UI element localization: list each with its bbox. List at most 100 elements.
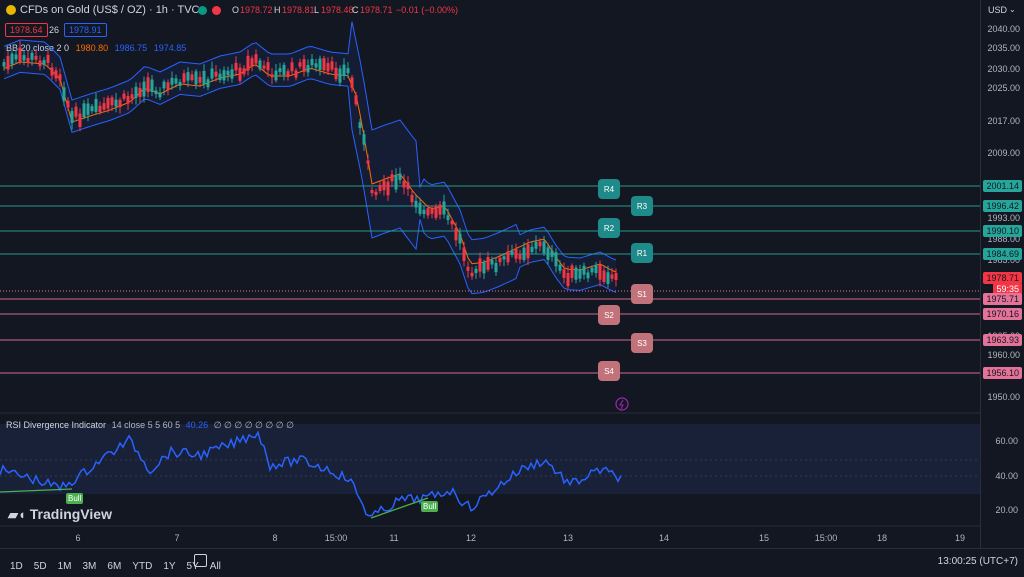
range-button-5y[interactable]: 5Y xyxy=(186,561,199,572)
rsi-zeros: ∅ ∅ ∅ ∅ ∅ ∅ ∅ ∅ xyxy=(213,420,294,430)
time-tick: 7 xyxy=(174,533,180,543)
candle-body xyxy=(510,250,514,255)
candle-body xyxy=(150,79,154,92)
candle-body xyxy=(322,58,326,71)
time-tick: 15:00 xyxy=(814,533,838,543)
price-tick: 2040.00 xyxy=(987,24,1020,34)
candle-body xyxy=(586,272,590,279)
candle-body xyxy=(158,92,162,98)
time-tick: 15:00 xyxy=(324,533,348,543)
tv-logo-icon: ▰◖ xyxy=(8,507,26,522)
close-label: C xyxy=(352,5,359,15)
candle-body xyxy=(194,71,198,85)
change-value: −0.01 (−0.00%) xyxy=(396,5,459,15)
level-labels: 2001.14 1996.42 1990.10 1984.69 1978.71 59:35… xyxy=(980,0,1024,548)
bb-legend[interactable]: BB 20 close 2 0 1980.80 1986.75 1974.85 xyxy=(6,43,186,53)
candle-body xyxy=(46,54,50,63)
bull-badge-2: Bull xyxy=(421,501,439,512)
candle-body xyxy=(74,106,78,117)
candle-body xyxy=(474,268,478,273)
candle-body xyxy=(50,67,54,76)
candle-body xyxy=(526,244,530,259)
pivot-s2-badge[interactable]: S2 xyxy=(598,305,620,325)
range-button-1d[interactable]: 1D xyxy=(10,561,23,572)
eye-icon[interactable] xyxy=(212,6,221,15)
range-button-1y[interactable]: 1Y xyxy=(163,561,176,572)
bollinger-band-fill xyxy=(4,21,616,294)
time-tick: 13 xyxy=(562,533,574,543)
close-value: 1978.71 xyxy=(360,5,393,15)
rsi-tick: 60.00 xyxy=(995,436,1018,446)
candle-body xyxy=(582,265,586,275)
candle-body xyxy=(386,181,390,196)
candle-body xyxy=(318,58,322,70)
candle-body xyxy=(442,201,446,215)
candle-body xyxy=(258,60,262,70)
bb-fill-area xyxy=(4,21,616,294)
currency-label[interactable]: USD xyxy=(988,5,1008,15)
range-button-all[interactable]: All xyxy=(209,561,221,572)
candle-body xyxy=(286,71,290,78)
ask-box[interactable]: 1978.91 xyxy=(64,23,107,37)
candle-body xyxy=(554,252,558,267)
candle-body xyxy=(54,70,58,79)
high-label: H xyxy=(274,5,281,15)
symbol-title[interactable]: CFDs on Gold (US$ / OZ) · 1h · TVC xyxy=(20,4,200,16)
candle-body xyxy=(374,191,378,196)
candle-body xyxy=(218,73,222,81)
candle-body xyxy=(570,265,574,278)
candle-body xyxy=(438,204,442,215)
candle-body xyxy=(186,72,190,81)
candle-body xyxy=(382,180,386,191)
candle-body xyxy=(614,273,618,280)
bollinger-lower-line xyxy=(3,71,617,295)
pivot-s4-badge[interactable]: S4 xyxy=(598,361,620,381)
tv-logo-text: TradingView xyxy=(29,506,112,522)
range-button-5d[interactable]: 5D xyxy=(33,561,47,572)
pivot-s1-badge[interactable]: S1 xyxy=(631,284,653,304)
range-button-6m[interactable]: 6M xyxy=(107,561,122,572)
price-tick: 2030.00 xyxy=(987,64,1020,74)
price-chart[interactable] xyxy=(0,0,980,548)
currency-chevron-icon[interactable]: ⌄ xyxy=(1009,5,1016,14)
candle-body xyxy=(610,274,614,279)
rsi-legend[interactable]: RSI Divergence Indicator 14 close 5 5 60… xyxy=(6,420,294,431)
rsi-tick: 20.00 xyxy=(995,505,1018,515)
pivot-r2-badge[interactable]: R2 xyxy=(598,218,620,238)
range-button-ytd[interactable]: YTD xyxy=(132,561,153,572)
spread-value: 26 xyxy=(49,25,60,35)
rsi-tick: 40.00 xyxy=(995,471,1018,481)
candle-body xyxy=(470,272,474,277)
pivot-r3-badge[interactable]: R3 xyxy=(631,196,653,216)
price-tick: 1983.00 xyxy=(987,255,1020,265)
candle-body xyxy=(22,55,26,61)
pivot-s3-badge[interactable]: S3 xyxy=(631,333,653,353)
pivot-r4-badge[interactable]: R4 xyxy=(598,179,620,199)
bid-box[interactable]: 1978.64 xyxy=(5,23,48,37)
pivot-r1-badge[interactable]: R1 xyxy=(631,243,653,263)
candle-body xyxy=(182,73,186,83)
candle-body xyxy=(210,68,214,79)
candle-body xyxy=(82,103,86,118)
candle-body xyxy=(198,76,202,83)
candle-body xyxy=(302,59,306,72)
clock-time[interactable]: 13:00:25 (UTC+7) xyxy=(937,556,1018,567)
candle-body xyxy=(558,264,562,271)
time-tick: 14 xyxy=(658,533,670,543)
candle-body xyxy=(446,215,450,220)
candle-body xyxy=(402,180,406,188)
rsi-value: 40.26 xyxy=(185,420,209,430)
range-button-1m[interactable]: 1M xyxy=(57,561,72,572)
calendar-icon[interactable] xyxy=(194,554,207,567)
candle-body xyxy=(534,241,538,249)
candle-body xyxy=(162,81,166,89)
tradingview-logo: ▰◖ TradingView xyxy=(8,506,112,523)
level-label-s4: 1956.10 xyxy=(983,367,1022,379)
range-button-3m[interactable]: 3M xyxy=(82,561,97,572)
level-label-r3: 1996.42 xyxy=(983,200,1022,212)
level-label-s1: 1975.71 xyxy=(983,293,1022,305)
candle-body xyxy=(78,113,82,127)
candle-body xyxy=(362,134,366,145)
bottom-toolbar: 1D 5D 1M 3M 6M YTD 1Y 5Y All 13:00:25 (UTC+7) xyxy=(0,548,1024,577)
candle-body xyxy=(202,70,206,85)
